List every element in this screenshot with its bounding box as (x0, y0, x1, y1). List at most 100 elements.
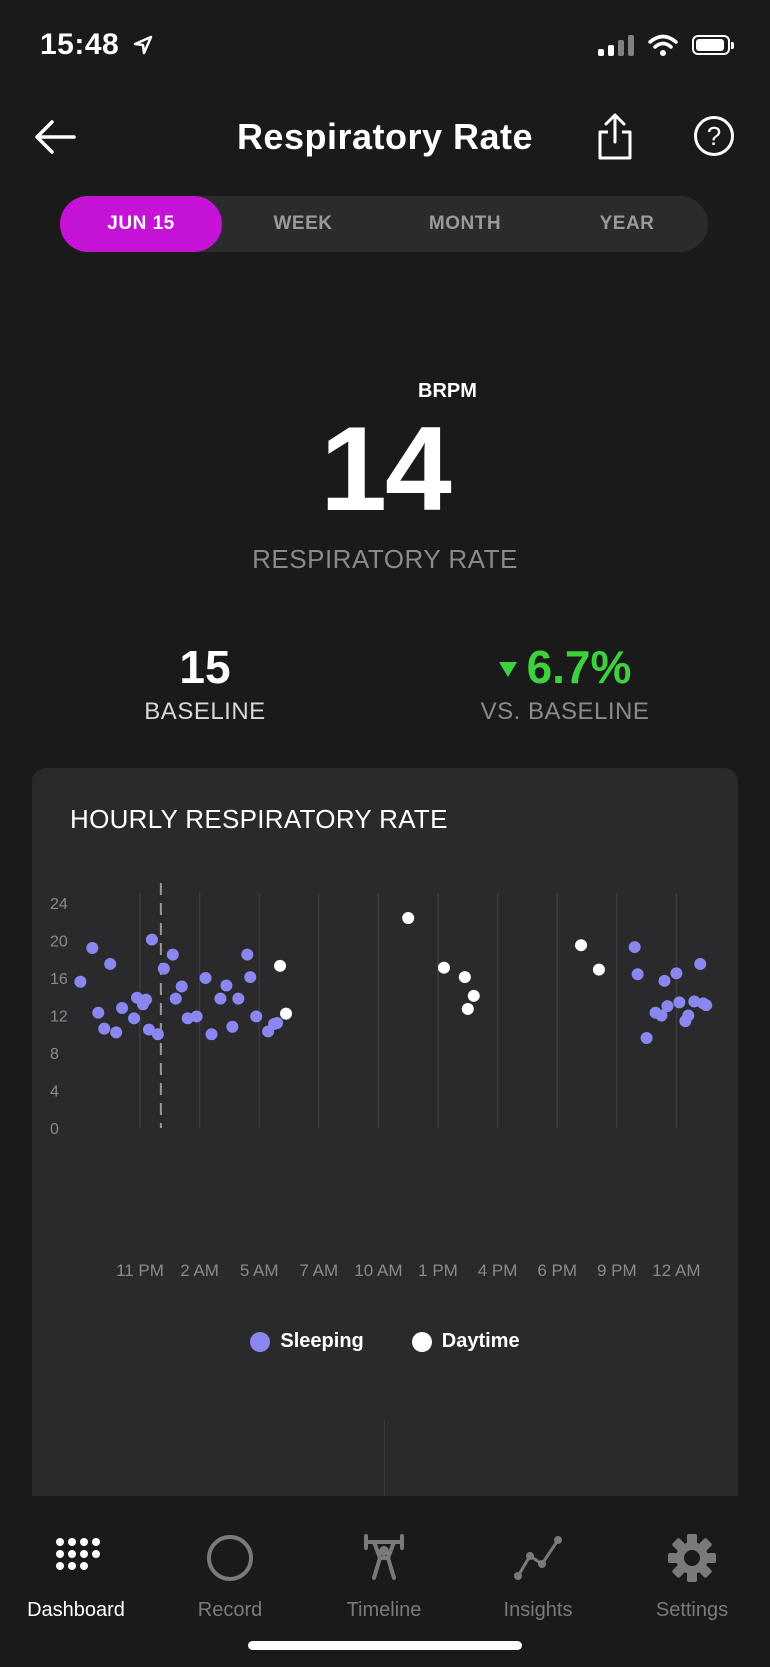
sleeping-point (244, 971, 257, 984)
tab-label-timeline: Timeline (346, 1599, 422, 1621)
sleeping-point (166, 948, 179, 961)
page-title: Respiratory Rate (236, 116, 534, 157)
x-tick-label: 12 AM (652, 1261, 700, 1280)
y-tick-label: 20 (50, 934, 68, 951)
sleeping-point (142, 1023, 155, 1036)
sleeping-point (670, 967, 683, 980)
sleeping-point (640, 1032, 653, 1044)
sleeping-point (151, 1028, 164, 1041)
tab-bar (0, 1496, 770, 1667)
sleeping-point (220, 979, 233, 992)
tab-timeline[interactable]: Timeline (309, 1532, 459, 1622)
y-tick-label: 8 (50, 1046, 59, 1063)
legend-sleeping: Sleeping (250, 1330, 364, 1353)
sleeping-point (226, 1020, 239, 1033)
sleeping-point (241, 948, 254, 961)
status-time: 15:48 (40, 28, 154, 62)
delta-percent: 6.7% (526, 641, 632, 693)
sleeping-point (250, 1010, 263, 1023)
y-tick-label: 0 (50, 1121, 59, 1138)
daytime-point (458, 971, 471, 984)
down-triangle-icon (498, 661, 517, 677)
sleeping-point (205, 1028, 218, 1041)
hourly-respiratory-chart: 0 4 8 12 16 20 24 11 PM 2 AM 5 AM 7 AM 10 AM 1 PM 4 P… (50, 883, 713, 1280)
gear-icon (668, 1534, 716, 1582)
x-tick-label: 2 AM (180, 1261, 219, 1280)
sleeping-point (661, 1000, 674, 1013)
legend-label-daytime: Daytime (441, 1330, 520, 1352)
sleeping-point (271, 1017, 284, 1029)
period-selector: JUN 15 WEEK MONTH YEAR (60, 196, 708, 252)
baseline-value: 15 (179, 641, 231, 693)
sleeping-point (658, 974, 671, 987)
sleeping-point (104, 957, 117, 970)
tab-insights[interactable]: Insights (463, 1532, 613, 1622)
y-tick-label: 4 (50, 1084, 59, 1101)
sleeping-point (145, 933, 158, 946)
sleeping-point (700, 999, 713, 1012)
location-arrow-icon (133, 35, 153, 55)
share-icon[interactable] (595, 112, 635, 162)
sleeping-point (98, 1022, 111, 1035)
daytime-point (280, 1007, 293, 1020)
daytime-point (274, 959, 287, 972)
circle-icon (207, 1535, 253, 1581)
sleeping-point (631, 968, 644, 981)
daytime-point (467, 989, 480, 1002)
sleeping-point (175, 980, 188, 993)
daytime-point (402, 912, 415, 924)
sleeping-point (628, 941, 641, 954)
tab-dashboard[interactable]: Dashboard (1, 1532, 151, 1622)
help-icon[interactable]: ? (694, 116, 734, 156)
x-tick-label: 7 AM (299, 1261, 338, 1280)
line-graph-icon (514, 1536, 562, 1580)
tab-settings[interactable]: Settings (617, 1532, 767, 1622)
wifi-icon (648, 34, 678, 56)
metric-unit: BRPM (418, 380, 477, 402)
tab-record[interactable]: Record (155, 1532, 305, 1622)
tab-label-record: Record (197, 1599, 263, 1621)
x-tick-label: 11 PM (116, 1261, 164, 1280)
sleeping-point (92, 1006, 105, 1019)
sleeping-point (199, 972, 212, 984)
segment-day[interactable]: JUN 15 (60, 196, 222, 252)
x-tick-label: 6 PM (537, 1261, 577, 1280)
sleeping-point (694, 957, 707, 970)
baseline-label: BASELINE (144, 698, 266, 725)
card-title: HOURLY RESPIRATORY RATE (70, 804, 448, 834)
segment-week[interactable]: WEEK (273, 213, 333, 234)
sleeping-point (139, 993, 152, 1006)
tab-label-insights: Insights (503, 1599, 573, 1621)
sleeping-point (232, 992, 245, 1005)
x-tick-label: 1 PM (418, 1261, 458, 1280)
sleeping-point (157, 962, 170, 975)
x-tick-label: 4 PM (478, 1261, 518, 1280)
sleeping-point (682, 1009, 695, 1022)
sleeping-point (655, 1009, 668, 1022)
x-tick-label: 5 AM (240, 1261, 279, 1280)
cellular-signal-icon (598, 34, 634, 56)
y-tick-label: 24 (50, 896, 68, 913)
legend-dot-daytime (411, 1331, 432, 1352)
home-indicator (248, 1641, 522, 1650)
sleeping-point (214, 992, 227, 1005)
sleeping-point (169, 992, 182, 1005)
delta-label: VS. BASELINE (480, 698, 650, 725)
back-arrow-icon[interactable] (30, 112, 80, 162)
segment-month[interactable]: MONTH (428, 213, 502, 234)
weightlifter-icon (364, 1534, 404, 1580)
chart-legend: Sleeping Daytime (0, 1330, 770, 1353)
hourly-card (32, 768, 738, 1508)
segment-year[interactable]: YEAR (599, 213, 655, 234)
daytime-point (461, 1002, 474, 1015)
sleeping-point (86, 942, 99, 954)
sleeping-point (110, 1026, 123, 1039)
dots-grid-icon (56, 1538, 100, 1570)
legend-daytime: Daytime (411, 1330, 520, 1353)
tab-label-dashboard: Dashboard (27, 1599, 125, 1621)
sleeping-point (190, 1010, 203, 1023)
y-tick-label: 16 (50, 971, 68, 988)
sleeping-point (688, 995, 701, 1008)
metric-value: 14 (320, 402, 451, 536)
legend-dot-sleeping (250, 1331, 271, 1352)
